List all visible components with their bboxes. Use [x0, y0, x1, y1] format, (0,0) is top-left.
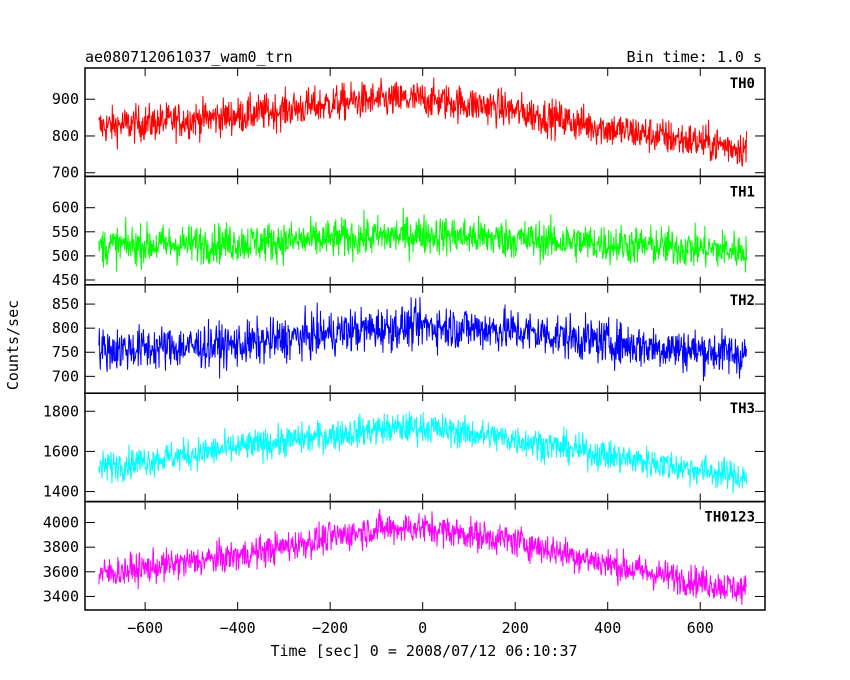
y-tick-label: 550 — [52, 223, 79, 241]
series-line-th2 — [98, 297, 747, 382]
panel-frame — [84, 284, 766, 394]
x-tick-label: −400 — [220, 619, 256, 637]
y-tick-label: 750 — [52, 343, 79, 361]
panel-frame — [84, 175, 766, 286]
y-tick-label: 4000 — [43, 514, 79, 532]
y-tick-label: 1400 — [43, 483, 79, 501]
y-tick-label: 800 — [52, 127, 79, 145]
y-tick-label: 700 — [52, 164, 79, 182]
panel-name-label: TH3 — [730, 401, 755, 417]
series-line-th0123 — [98, 508, 747, 605]
panel-name-label: TH0 — [730, 76, 755, 92]
series-line-th3 — [98, 411, 747, 494]
panel-frame — [84, 392, 766, 503]
panel-th1: 450 500 550 600 TH1 — [52, 175, 766, 289]
x-tick-label: 600 — [687, 619, 714, 637]
series-line-th0 — [98, 77, 747, 167]
y-tick-label: 500 — [52, 247, 79, 265]
x-tick-label: 200 — [502, 619, 529, 637]
y-tick-label: 1800 — [43, 402, 79, 420]
y-tick-label: 1600 — [43, 442, 79, 460]
panel-th2: 700 750 800 850 TH2 — [52, 284, 766, 394]
y-tick-label: 3400 — [43, 587, 79, 605]
x-tick-label: 400 — [594, 619, 621, 637]
series-line-th1 — [98, 207, 747, 273]
y-tick-label: 800 — [52, 319, 79, 337]
y-tick-label: 450 — [52, 271, 79, 289]
panel-th3: 1400 1600 1800 TH3 — [43, 392, 766, 503]
y-tick-label: 600 — [52, 199, 79, 217]
chart-title: ae080712061037_wam0_trn — [85, 48, 293, 66]
y-tick-label: 700 — [52, 367, 79, 385]
panel-frame — [84, 500, 766, 611]
x-tick-label: 0 — [418, 619, 427, 637]
y-tick-label: 3800 — [43, 538, 79, 556]
x-tick-label: −600 — [127, 619, 163, 637]
panel-name-label: TH0123 — [704, 510, 755, 526]
panel-name-label: TH1 — [730, 184, 755, 200]
panel-th0: 700 800 900 TH0 — [52, 67, 766, 182]
panel-name-label: TH2 — [730, 293, 755, 309]
y-tick-label: 3600 — [43, 563, 79, 581]
y-tick-label: 850 — [52, 295, 79, 313]
panels-group: 700 800 900 TH0 450 500 550 600 TH1 700 750 800 850 T… — [43, 67, 766, 611]
y-axis-label: Counts/sec — [4, 300, 22, 390]
y-tick-label: 900 — [52, 90, 79, 108]
bin-time-label: Bin time: 1.0 s — [627, 48, 762, 66]
x-tick-label: −200 — [312, 619, 348, 637]
panel-th0123: 3400 3600 3800 4000 TH0123 — [43, 500, 766, 611]
x-axis: −600 −400 −200 0 200 400 600 — [127, 619, 714, 637]
x-axis-label: Time [sec] 0 = 2008/07/12 06:10:37 — [270, 642, 577, 660]
